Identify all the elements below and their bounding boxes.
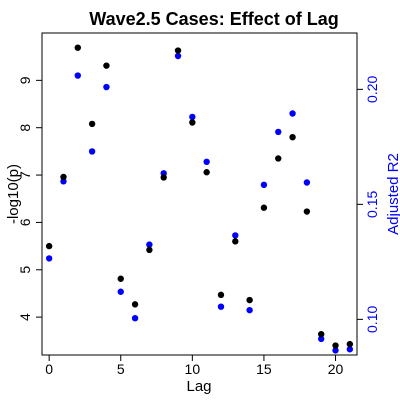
x-tick-label: 20 [328,361,344,377]
y2-tick-label: 0.15 [364,191,380,218]
adjusted-r2-point [275,128,282,136]
neg-log10-p-point [131,301,139,308]
adjusted-r2-point [289,110,296,117]
axes-layer: 0 5 10 15 20 4 5 6 7 8 9 0.10 0.15 0.20 [17,76,380,377]
y-tick-label: 8 [17,124,33,132]
adjusted-r2-point [203,158,210,165]
adjusted-r2-point [246,306,253,314]
neg-log10-p-point [160,174,167,181]
adjusted-r2-point [303,179,311,186]
adjusted-r2-point [174,52,182,60]
adjusted-r2-point [232,232,239,239]
plot-frame [41,32,358,356]
neg-log10-p-point [203,169,210,176]
points-layer [45,44,354,354]
x-tick-label: 15 [256,361,272,377]
neg-log10-p-point [189,119,196,126]
y-tick-label: 6 [17,218,33,226]
adjusted-r2-point [60,178,67,185]
neg-log10-p-point [174,47,182,54]
chart-title: Wave2.5 Cases: Effect of Lag [89,9,338,29]
adjusted-r2-point [260,181,268,188]
neg-log10-p-point [88,120,96,128]
y2-axis-label: Adjusted R2 [385,153,400,235]
adjusted-r2-point [117,288,124,295]
adjusted-r2-point [332,347,339,354]
adjusted-r2-point [103,83,110,91]
neg-log10-p-point [275,155,282,162]
x-tick-label: 10 [185,361,201,377]
y-tick-label: 7 [17,171,33,179]
x-tick-label: 5 [117,361,125,377]
adjusted-r2-point [146,241,153,248]
y-axis-label: -log10(p) [5,164,22,224]
neg-log10-p-point [146,246,153,254]
neg-log10-p-point [103,62,110,69]
adjusted-r2-point [74,72,81,79]
neg-log10-p-point [303,208,311,215]
y2-tick-label: 0.20 [364,76,380,103]
adjusted-r2-point [88,148,96,155]
adjusted-r2-point [189,113,196,121]
x-tick-label: 0 [45,361,53,377]
adjusted-r2-point [217,303,225,310]
neg-log10-p-point [260,204,268,211]
neg-log10-p-point [60,173,67,181]
adjusted-r2-point [346,346,354,353]
neg-log10-p-point [117,275,124,282]
neg-log10-p-point [45,242,53,250]
adjusted-r2-point [45,255,53,262]
neg-log10-p-point [332,342,339,349]
neg-log10-p-point [289,133,296,141]
neg-log10-p-point [217,291,225,299]
y-tick-label: 5 [17,266,33,274]
x-axis-label: Lag [186,378,211,395]
adjusted-r2-point [131,315,139,322]
neg-log10-p-point [246,296,253,304]
neg-log10-p-point [346,340,354,348]
neg-log10-p-point [232,238,239,245]
y-tick-label: 9 [17,76,33,84]
adjusted-r2-point [318,335,325,343]
y-tick-label: 4 [17,313,33,321]
neg-log10-p-point [74,44,81,51]
neg-log10-p-point [318,330,325,338]
y2-tick-label: 0.10 [364,306,380,333]
